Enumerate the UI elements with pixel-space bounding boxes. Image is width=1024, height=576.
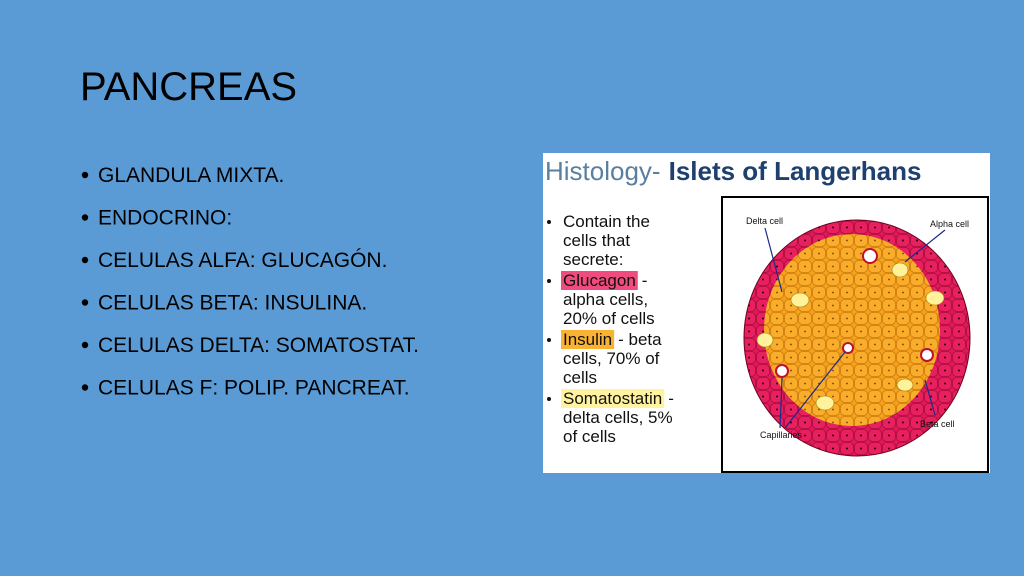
figure-line: Contain the [563, 212, 650, 231]
figure-line: secrete: [563, 250, 623, 269]
bullet-dot [81, 171, 89, 179]
islet-diagram [743, 219, 971, 457]
heading-main: Islets of Langerhans [669, 156, 922, 186]
bullet-text: GLANDULA MIXTA. [98, 164, 284, 187]
bullet-text: CELULAS BETA: INSULINA. [98, 292, 367, 315]
figure-highlight: Glucagon [563, 271, 636, 290]
figure-line: 20% of cells [563, 309, 655, 328]
bullet-dot [81, 341, 89, 349]
slide-title: PANCREAS [80, 65, 297, 109]
figure-bullet-dot [547, 220, 551, 224]
figure-line: alpha cells, [563, 290, 648, 309]
highlight [561, 330, 615, 349]
highlight [561, 389, 665, 408]
label-alpha: Alpha cell [930, 219, 969, 229]
bullet-text: CELULAS ALFA: GLUCAGÓN. [98, 249, 387, 272]
bullet-text: CELULAS F: POLIP. PANCREAT. [98, 377, 410, 400]
figure-bullet-dot [547, 279, 551, 283]
bullet-dot [81, 214, 89, 221]
bullet-list: GLANDULA MIXTA. ENDOCRINO: CELULAS ALFA: G… [81, 164, 419, 400]
bullet-text: CELULAS DELTA: SOMATOSTAT. [98, 334, 419, 357]
figure-bullet-dot [547, 338, 551, 342]
bullet-text: ENDOCRINO: [98, 207, 232, 230]
figure-line: of cells [563, 427, 616, 446]
highlight [561, 271, 638, 290]
figure-line: cells that [563, 231, 630, 250]
figure-highlight: Somatostatin [563, 389, 662, 408]
heading-lead: Histology- [545, 156, 661, 186]
figure-highlight: Insulin [563, 330, 612, 349]
figure-line: cells, 70% of [563, 349, 660, 368]
label-capillaries: Capillaries [760, 430, 803, 440]
figure-heading: Histology- Islets of Langerhans [545, 156, 921, 186]
bullet-dot [81, 256, 89, 264]
figure-line: - [642, 271, 648, 290]
label-delta: Delta cell [746, 216, 783, 226]
figure-bullet-dot [547, 397, 551, 401]
figure-line: cells [563, 368, 597, 387]
figure-line: - [668, 389, 674, 408]
label-beta: Beta cell [920, 419, 955, 429]
figure-line: - beta [618, 330, 662, 349]
bullet-dot [81, 384, 89, 391]
bullet-dot [81, 299, 89, 306]
figure-line: delta cells, 5% [563, 408, 673, 427]
